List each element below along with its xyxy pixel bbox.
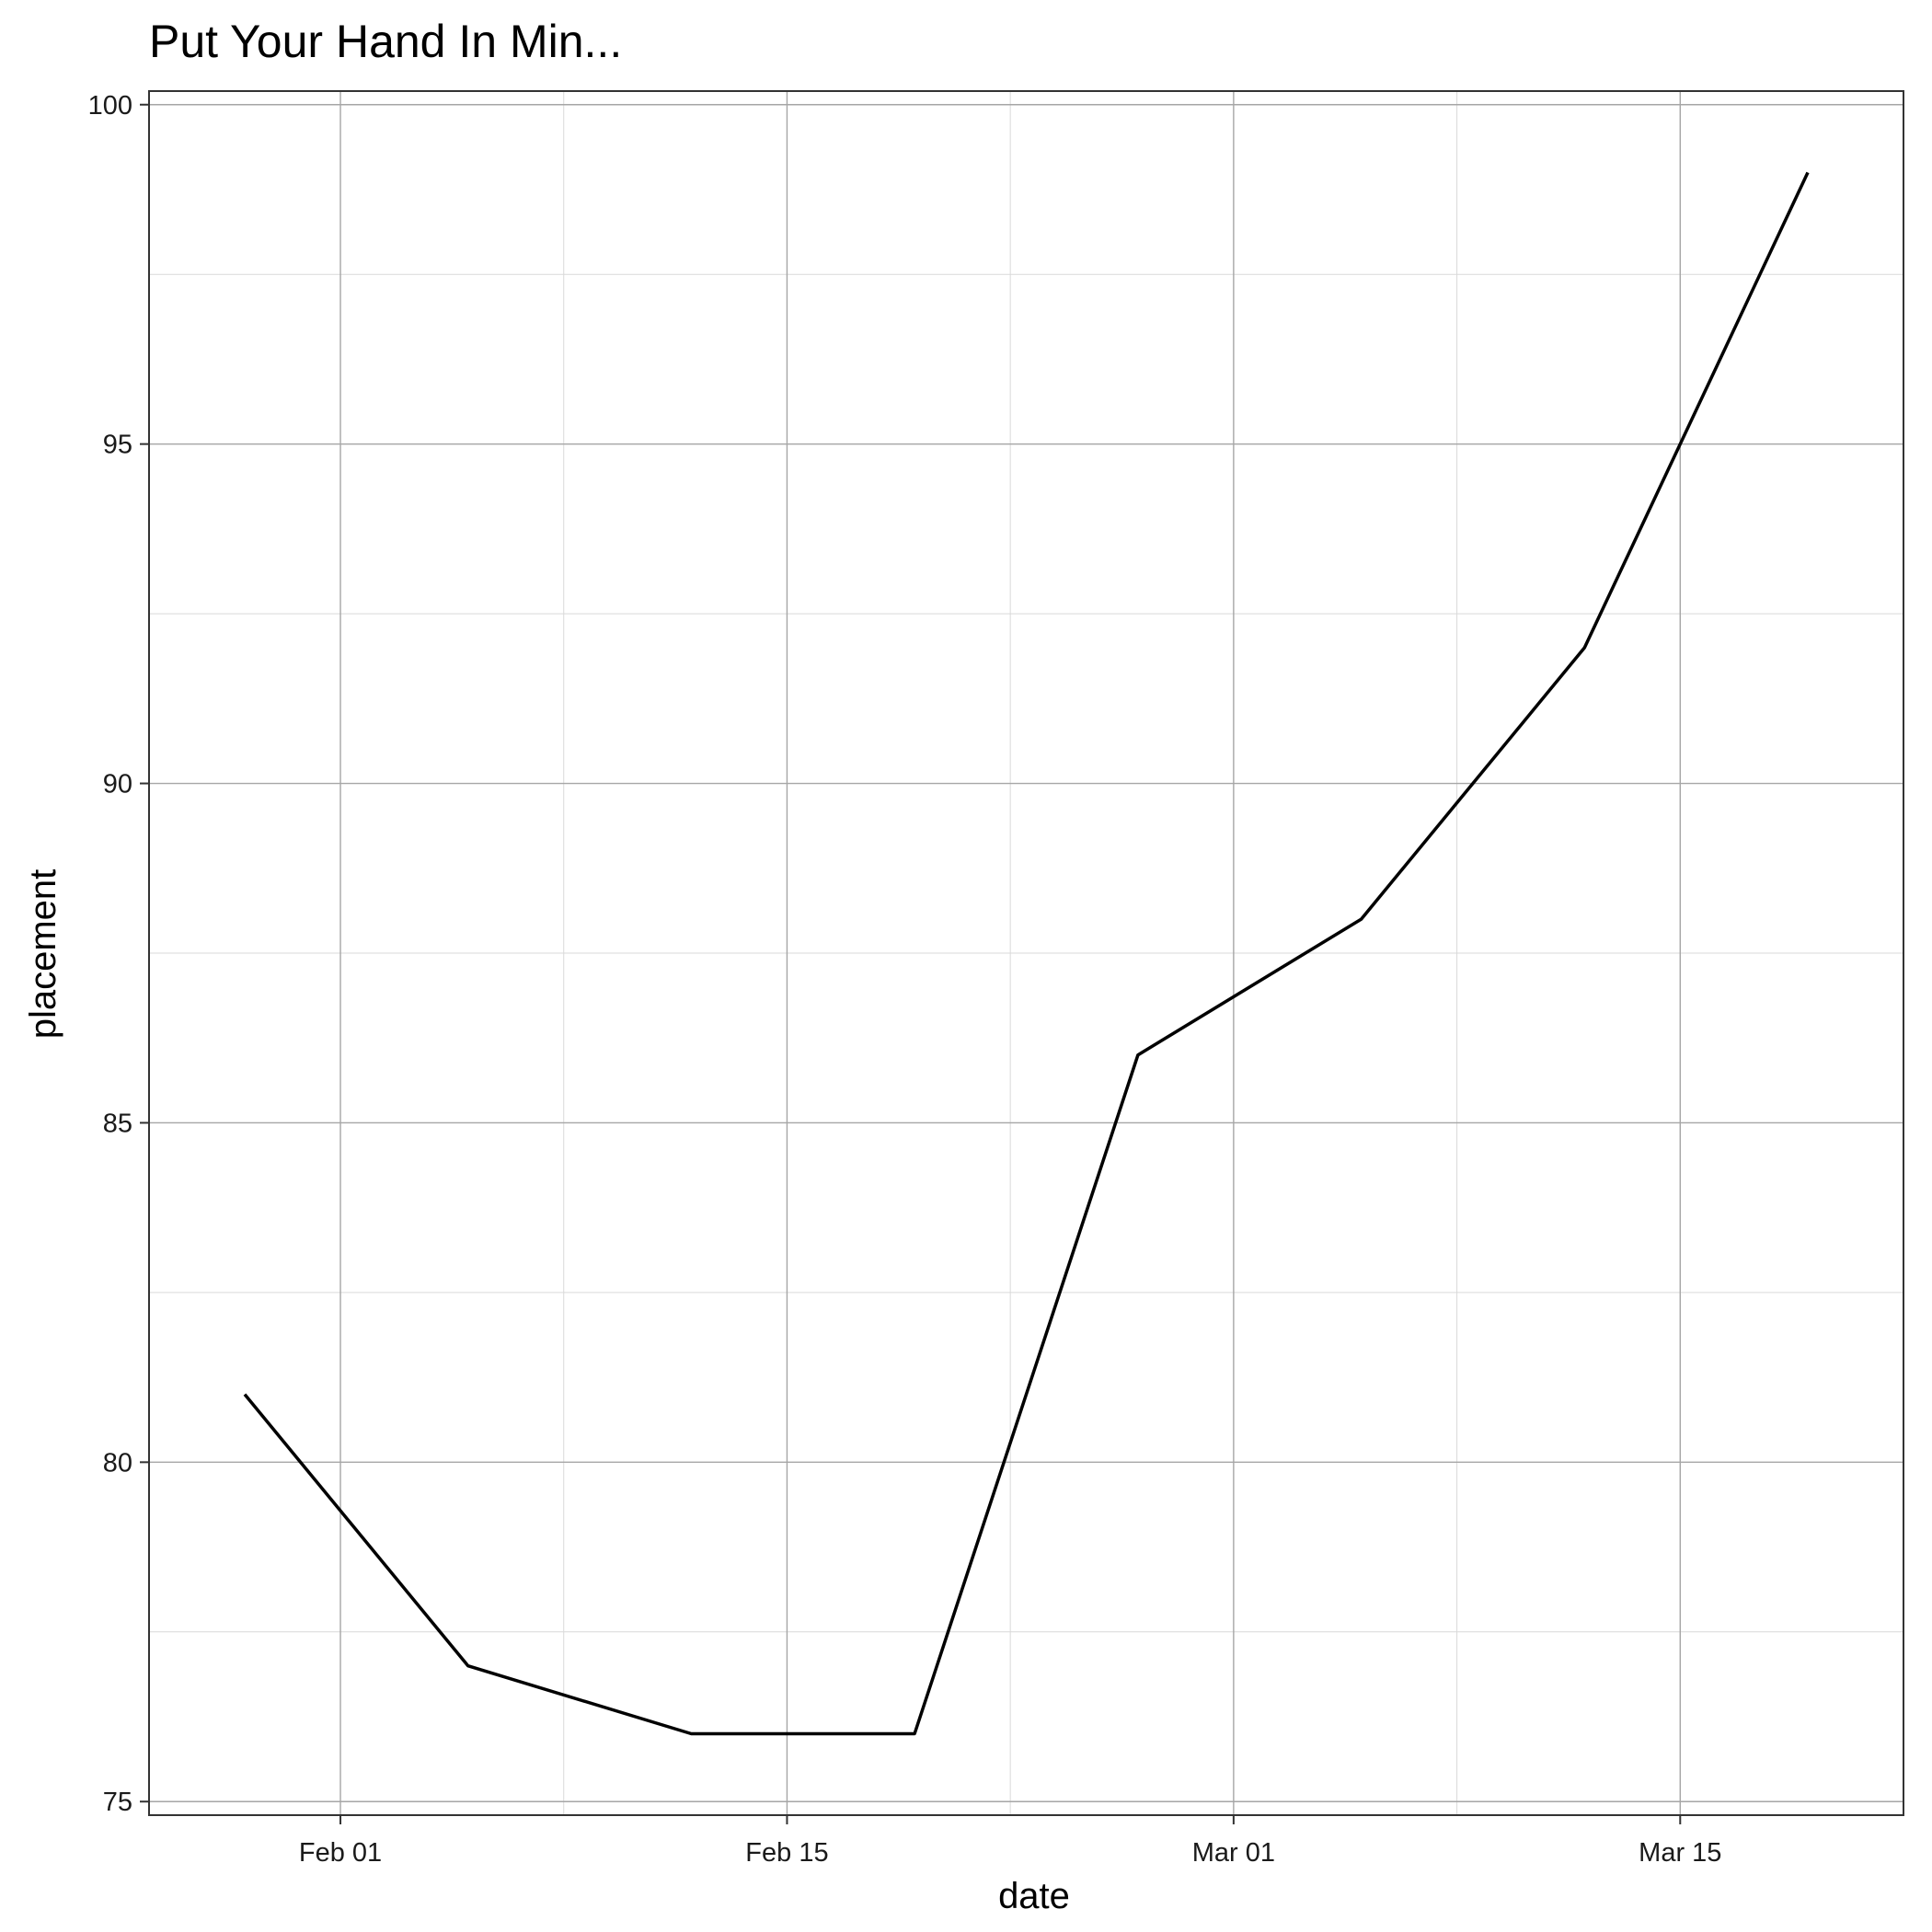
x-axis: Feb 01 Feb 15 Mar 01 Mar 15 <box>299 1815 1721 1868</box>
series-line <box>243 171 1810 1736</box>
plot-border <box>148 90 1904 1816</box>
y-tick-label: 85 <box>103 1109 132 1138</box>
y-tick-label: 90 <box>103 770 132 799</box>
x-tick-label: Feb 01 <box>299 1838 382 1868</box>
x-tick-label: Mar 15 <box>1639 1838 1721 1868</box>
x-tick-label: Feb 15 <box>745 1838 828 1868</box>
x-axis-title: date <box>998 1876 1070 1916</box>
x-tick-label: Mar 01 <box>1192 1838 1275 1868</box>
y-tick-label: 80 <box>103 1448 132 1478</box>
y-axis-title: placement <box>23 869 63 1040</box>
series-layer <box>243 171 1810 1736</box>
y-axis: 75 80 85 90 95 100 <box>88 91 149 1817</box>
y-tick-label: 95 <box>103 431 132 460</box>
y-tick-label: 75 <box>103 1788 132 1817</box>
major-grid <box>149 91 1903 1815</box>
chart-title: Put Your Hand In Min... <box>149 16 622 67</box>
y-tick-label: 100 <box>88 91 132 121</box>
